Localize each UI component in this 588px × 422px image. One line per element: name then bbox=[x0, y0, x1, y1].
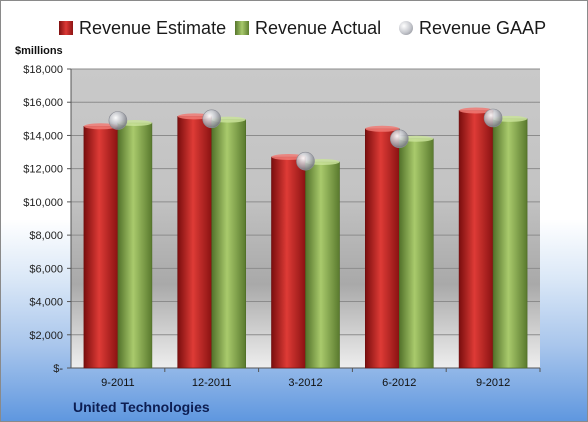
legend-label: Revenue GAAP bbox=[419, 17, 547, 38]
marker-revenue-gaap bbox=[296, 151, 315, 171]
legend-item-revenue-gaap: Revenue GAAP bbox=[399, 15, 546, 41]
x-tick-label: 9-2011 bbox=[101, 377, 134, 389]
bar-revenue-actual bbox=[211, 119, 246, 369]
legend-item-revenue-estimate: Revenue Estimate bbox=[59, 15, 226, 41]
bar-revenue-estimate bbox=[271, 156, 306, 369]
bar-revenue-estimate bbox=[83, 126, 119, 369]
bar-revenue-estimate-top bbox=[83, 123, 118, 130]
legend: Revenue Estimate Revenue Actual Revenue … bbox=[1, 15, 587, 41]
y-tick-label: $12,000 bbox=[23, 164, 63, 176]
legend-item-revenue-actual: Revenue Actual bbox=[235, 15, 381, 41]
bar-revenue-actual bbox=[305, 161, 340, 369]
legend-swatch-revenue-estimate bbox=[59, 21, 73, 35]
bar-revenue-actual bbox=[492, 118, 528, 369]
bar-revenue-estimate-top bbox=[459, 107, 494, 114]
marker-revenue-gaap bbox=[483, 108, 503, 128]
marker-revenue-gaap bbox=[202, 109, 221, 129]
y-tick-label: $14,000 bbox=[23, 130, 63, 142]
bar-revenue-estimate bbox=[177, 116, 212, 369]
y-tick-label: $8,000 bbox=[29, 230, 63, 242]
y-axis-unit-label: $millions bbox=[15, 45, 63, 57]
y-tick-label: $2,000 bbox=[29, 330, 63, 342]
y-tick-label: $6,000 bbox=[29, 263, 63, 275]
bar-revenue-actual bbox=[117, 122, 153, 369]
x-tick-label: 3-2012 bbox=[288, 377, 322, 389]
y-tick-label: $18,000 bbox=[23, 64, 63, 76]
bar-revenue-actual bbox=[398, 138, 434, 369]
y-tick-label: $- bbox=[53, 363, 63, 375]
company-name: United Technologies bbox=[73, 399, 210, 415]
x-tick-label: 12-2011 bbox=[192, 377, 232, 389]
y-tick-label: $4,000 bbox=[29, 297, 63, 309]
marker-revenue-gaap bbox=[108, 111, 128, 130]
legend-swatch-revenue-gaap bbox=[399, 21, 413, 35]
x-tick-label: 9-2012 bbox=[476, 377, 510, 389]
legend-label: Revenue Estimate bbox=[79, 17, 227, 38]
marker-revenue-gaap bbox=[389, 129, 409, 149]
y-tick-label: $16,000 bbox=[23, 97, 63, 109]
legend-swatch-revenue-actual bbox=[235, 21, 249, 35]
bar-revenue-estimate-top bbox=[365, 125, 400, 132]
y-tick-label: $10,000 bbox=[23, 197, 63, 209]
bar-revenue-estimate bbox=[364, 128, 400, 369]
bar-revenue-estimate bbox=[458, 110, 494, 369]
legend-label: Revenue Actual bbox=[255, 17, 382, 38]
x-tick-label: 6-2012 bbox=[382, 377, 416, 389]
